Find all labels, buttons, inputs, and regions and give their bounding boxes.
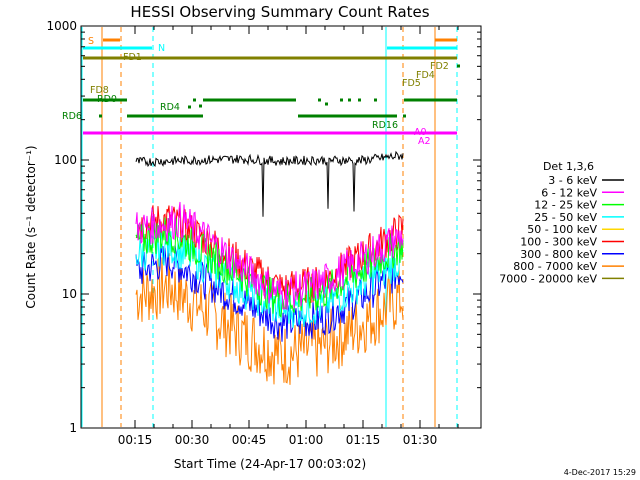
flag-dot (325, 102, 328, 106)
legend-label: 25 - 50 keV (534, 211, 597, 224)
legend-label: 7000 - 20000 keV (499, 272, 597, 285)
flag-label: A0 (414, 127, 427, 138)
flag-label: FD2 (430, 61, 449, 72)
flag-dot (188, 105, 191, 109)
flag-label: RD0 (97, 94, 117, 105)
flag-label: RD6 (62, 111, 82, 122)
x-tick-label: 00:30 (175, 433, 210, 447)
flag-dot (99, 114, 102, 118)
flag-dot (374, 98, 377, 102)
series-trace (135, 253, 404, 385)
legend-label: 100 - 300 keV (520, 236, 597, 249)
legend-label: 300 - 800 keV (520, 248, 597, 261)
y-tick-label: 1 (69, 421, 77, 435)
flag-label: FD4 (416, 70, 435, 81)
y-axis-label: Count Rate (s⁻¹ detector⁻¹) (24, 145, 38, 308)
flag-dot (348, 98, 351, 102)
legend-label: 12 - 25 keV (534, 199, 597, 212)
y-tick-label: 1000 (46, 19, 77, 33)
y-tick-label: 10 (62, 287, 77, 301)
x-tick-label: 00:15 (118, 433, 153, 447)
flag-dot (358, 98, 361, 102)
x-tick-label: 01:00 (289, 433, 324, 447)
y-tick-label: 100 (54, 153, 77, 167)
legend-label: 6 - 12 keV (541, 186, 597, 199)
x-tick-label: 00:45 (232, 433, 267, 447)
flag-dot (318, 98, 321, 102)
flag-label: N (158, 43, 165, 54)
x-tick-label: 01:30 (403, 433, 438, 447)
chart-title: HESSI Observing Summary Count Rates (130, 3, 429, 21)
legend-title: Det 1,3,6 (543, 160, 594, 173)
flag-label: FD1 (123, 52, 142, 63)
legend-label: 800 - 7000 keV (513, 260, 597, 273)
flag-dot (403, 114, 406, 118)
x-tick-label: 01:15 (346, 433, 381, 447)
flag-label: FD5 (402, 78, 421, 89)
flag-label: A2 (418, 136, 431, 147)
flag-dot (340, 98, 343, 102)
flag-label: FD8 (90, 85, 109, 96)
series-trace (135, 150, 404, 217)
axis-ticks: 1 10 100 1000 00:15 00:30 00:45 01:00 01:15 01:30 (46, 19, 481, 447)
series-trace (135, 201, 404, 311)
flag-dot (457, 64, 460, 68)
x-axis-label: Start Time (24-Apr-17 00:03:02) (174, 457, 366, 471)
series-trace (135, 217, 404, 318)
timestamp: 4-Dec-2017 15:29 (564, 468, 636, 477)
legend-label: 50 - 100 keV (527, 223, 597, 236)
series-trace (135, 228, 404, 329)
legend-label: 3 - 6 keV (548, 174, 597, 187)
flag-label: RD4 (160, 102, 180, 113)
flag-label: RD16 (372, 120, 398, 131)
flag-label: S (88, 36, 94, 47)
flag-dot (199, 104, 202, 108)
plot-frame (80, 25, 482, 429)
